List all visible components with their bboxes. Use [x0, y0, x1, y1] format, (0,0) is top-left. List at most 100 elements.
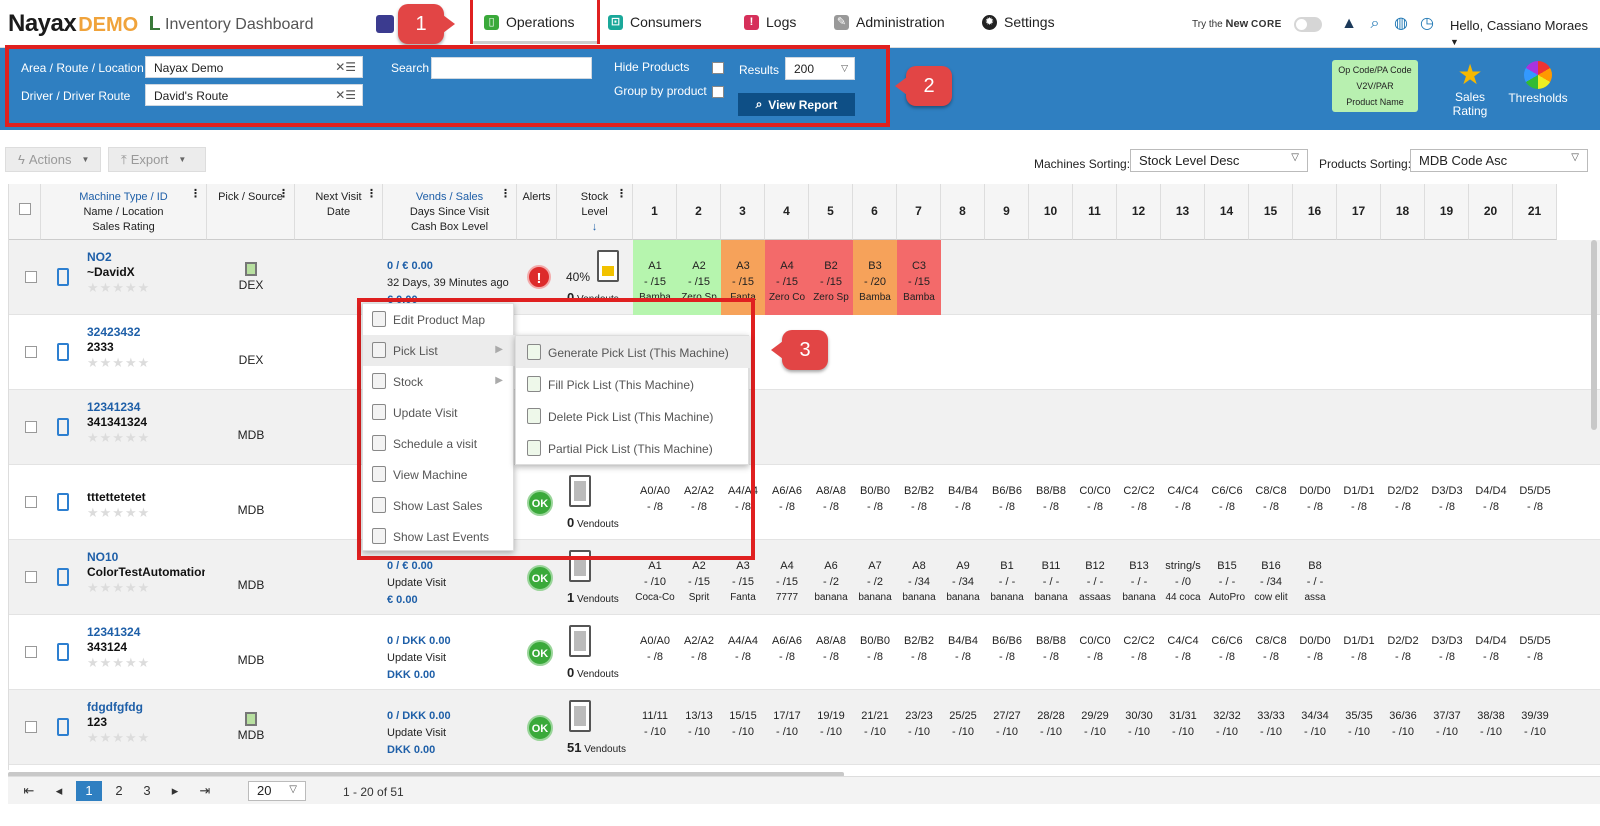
ok-status-icon[interactable]: OK — [527, 640, 553, 666]
product-slot[interactable]: 19/19 - /10 — [809, 690, 853, 765]
product-slot[interactable]: 36/36 - /10 — [1381, 690, 1425, 765]
table-row[interactable]: tttettetetet ★★★★★ MDB OK 0 Vendouts A0/A0 - /… — [9, 465, 1600, 540]
pick-list-icon[interactable] — [245, 712, 257, 726]
product-slot[interactable]: A8/A8 - /8 — [809, 465, 853, 540]
row-checkbox[interactable] — [25, 721, 37, 733]
product-slot[interactable]: 25/25 - /10 — [941, 690, 985, 765]
menu-item-schedule-visit[interactable]: Schedule a visit — [363, 428, 515, 459]
product-slot[interactable]: 31/31 - /10 — [1161, 690, 1205, 765]
row-checkbox[interactable] — [25, 646, 37, 658]
product-slot[interactable]: A6/A6 - /8 — [765, 465, 809, 540]
product-slot[interactable]: A9 - /34 banana — [941, 540, 985, 615]
column-menu-icon[interactable]: ⋮ — [190, 188, 201, 200]
menu-item-update-visit[interactable]: Update Visit — [363, 397, 515, 428]
product-slot[interactable]: 39/39 - /10 — [1513, 690, 1557, 765]
product-slot[interactable]: A1 - /10 Coca-Co — [633, 540, 677, 615]
table-row[interactable]: 12341324 343124 ★★★★★ MDB 0 / DKK 0.00 Update… — [9, 615, 1600, 690]
product-slot[interactable]: C0/C0 - /8 — [1073, 615, 1117, 690]
table-row[interactable]: NO10 ColorTestAutomation ★★★★★ MDB 0 / € 0.0… — [9, 540, 1600, 615]
header-slot[interactable]: 3 — [721, 184, 765, 240]
product-slot[interactable]: D5/D5 - /8 — [1513, 615, 1557, 690]
header-slot[interactable]: 2 — [677, 184, 721, 240]
column-menu-icon[interactable]: ⋮ — [366, 188, 377, 200]
product-slot[interactable]: B0/B0 - /8 — [853, 465, 897, 540]
header-pick-source[interactable]: Pick / Source ⋮ — [207, 184, 295, 240]
product-slot[interactable]: C6/C6 - /8 — [1205, 615, 1249, 690]
machine-id[interactable]: 32423432 — [87, 325, 141, 339]
sales-rating-button[interactable]: ★ Sales Rating — [1436, 60, 1504, 119]
header-slot[interactable]: 9 — [985, 184, 1029, 240]
menu-item-show-last-sales[interactable]: Show Last Sales — [363, 490, 515, 521]
product-slot[interactable]: A3 - /15 Fanta — [721, 240, 765, 315]
product-slot[interactable]: C6/C6 - /8 — [1205, 465, 1249, 540]
product-slot[interactable]: C0/C0 - /8 — [1073, 465, 1117, 540]
globe-icon[interactable]: ◍ — [1394, 15, 1408, 32]
opcode-legend[interactable]: Op Code/PA Code V2V/PAR Product Name — [1332, 60, 1418, 112]
product-slot[interactable]: D3/D3 - /8 — [1425, 465, 1469, 540]
menu-item-show-last-events[interactable]: Show Last Events — [363, 521, 515, 552]
view-report-button[interactable]: ⌕ View Report — [738, 93, 855, 116]
product-slot[interactable]: B2/B2 - /8 — [897, 615, 941, 690]
product-slot[interactable]: 34/34 - /10 — [1293, 690, 1337, 765]
header-slot[interactable]: 6 — [853, 184, 897, 240]
header-machine[interactable]: Machine Type / ID Name / Location Sales … — [41, 184, 207, 240]
product-slot[interactable]: B13 - / - banana — [1117, 540, 1161, 615]
product-slot[interactable]: B11 - / - banana — [1029, 540, 1073, 615]
product-slot[interactable]: C8/C8 - /8 — [1249, 465, 1293, 540]
header-slot[interactable]: 4 — [765, 184, 809, 240]
product-slot[interactable]: C4/C4 - /8 — [1161, 465, 1205, 540]
product-slot[interactable]: 33/33 - /10 — [1249, 690, 1293, 765]
machine-id[interactable]: NO10 — [87, 550, 119, 564]
product-slot[interactable]: 29/29 - /10 — [1073, 690, 1117, 765]
product-slot[interactable]: D1/D1 - /8 — [1337, 465, 1381, 540]
product-slot[interactable]: A4 - /15 Zero Co — [765, 240, 809, 315]
machine-id[interactable]: NO2 — [87, 250, 112, 264]
vends-sales[interactable]: 0 / € 0.00 — [387, 260, 433, 272]
alert-icon[interactable]: ! — [527, 265, 551, 289]
products-sorting-select[interactable]: MDB Code Asc ▽ — [1410, 149, 1588, 172]
header-slot[interactable]: 18 — [1381, 184, 1425, 240]
horizontal-scrollbar[interactable] — [8, 772, 844, 777]
product-slot[interactable]: C2/C2 - /8 — [1117, 465, 1161, 540]
area-field[interactable]: Nayax Demo ✕☰ — [145, 56, 363, 78]
hide-products-checkbox[interactable] — [712, 62, 724, 74]
row-checkbox[interactable] — [25, 571, 37, 583]
header-slot[interactable]: 14 — [1205, 184, 1249, 240]
product-slot[interactable]: A4 - /15 7777 — [765, 540, 809, 615]
product-slot[interactable]: A7 - /2 banana — [853, 540, 897, 615]
product-slot[interactable]: B8/B8 - /8 — [1029, 465, 1073, 540]
search-input[interactable] — [431, 57, 592, 79]
product-slot[interactable]: A2 - /15 Zero Sp — [677, 240, 721, 315]
header-stock-level[interactable]: Stock Level ↓ ⋮ — [557, 184, 633, 240]
product-slot[interactable]: B0/B0 - /8 — [853, 615, 897, 690]
product-slot[interactable]: D2/D2 - /8 — [1381, 615, 1425, 690]
pick-list-icon[interactable] — [245, 262, 257, 276]
menu-item-edit-product-map[interactable]: Edit Product Map — [363, 304, 515, 335]
product-slot[interactable]: 23/23 - /10 — [897, 690, 941, 765]
product-slot[interactable]: 28/28 - /10 — [1029, 690, 1073, 765]
menu-item-pick-list[interactable]: Pick List ▶ — [363, 335, 515, 366]
product-slot[interactable]: D0/D0 - /8 — [1293, 465, 1337, 540]
vends-sales[interactable]: 0 / DKK 0.00 — [387, 635, 451, 647]
product-slot[interactable]: B8 - / - assa — [1293, 540, 1337, 615]
page-size-select[interactable]: 20 ▽ — [248, 781, 306, 801]
product-slot[interactable]: A8 - /34 banana — [897, 540, 941, 615]
product-slot[interactable]: B6/B6 - /8 — [985, 615, 1029, 690]
select-all-checkbox[interactable] — [18, 203, 31, 215]
product-slot[interactable]: B6/B6 - /8 — [985, 465, 1029, 540]
product-slot[interactable]: B2/B2 - /8 — [897, 465, 941, 540]
machine-id[interactable]: 12341324 — [87, 625, 141, 639]
table-row[interactable]: 12341234 341341324 ★★★★★ MDB — [9, 390, 1600, 465]
product-slot[interactable]: D3/D3 - /8 — [1425, 615, 1469, 690]
ok-status-icon[interactable]: OK — [527, 715, 553, 741]
new-core-toggle[interactable] — [1294, 17, 1322, 32]
product-slot[interactable]: C3 - /15 Bamba — [897, 240, 941, 315]
product-slot[interactable]: B4/B4 - /8 — [941, 615, 985, 690]
product-slot[interactable]: B16 - /34 cow elit — [1249, 540, 1293, 615]
table-row[interactable]: 32423432 2333 ★★★★★ DEX — [9, 315, 1600, 390]
product-slot[interactable]: A6/A6 - /8 — [765, 615, 809, 690]
product-slot[interactable]: 15/15 - /10 — [721, 690, 765, 765]
product-slot[interactable]: B1 - / - banana — [985, 540, 1029, 615]
clock-icon[interactable]: ◷ — [1420, 15, 1434, 32]
header-slot[interactable]: 10 — [1029, 184, 1073, 240]
